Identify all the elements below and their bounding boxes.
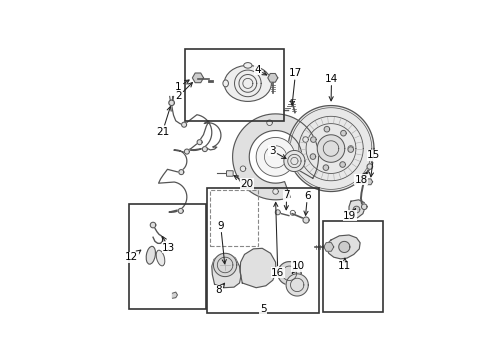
Polygon shape	[323, 165, 328, 170]
Polygon shape	[211, 254, 241, 288]
Polygon shape	[366, 164, 372, 169]
Polygon shape	[361, 204, 366, 210]
Bar	[322, 221, 382, 311]
Polygon shape	[256, 138, 294, 176]
Text: 20: 20	[233, 176, 253, 189]
Ellipse shape	[156, 250, 164, 266]
Text: 21: 21	[156, 107, 171, 137]
Bar	[206, 188, 319, 312]
Text: 18: 18	[354, 172, 367, 185]
Polygon shape	[179, 170, 183, 175]
Polygon shape	[172, 292, 177, 298]
Ellipse shape	[223, 80, 228, 87]
Text: 2: 2	[175, 82, 192, 102]
Text: 9: 9	[217, 221, 226, 264]
Polygon shape	[338, 242, 349, 252]
Text: 8: 8	[215, 283, 224, 296]
Text: 11: 11	[338, 258, 351, 271]
Polygon shape	[352, 206, 359, 213]
Polygon shape	[184, 149, 189, 154]
Polygon shape	[339, 162, 345, 167]
Text: 12: 12	[124, 250, 141, 262]
Text: 5: 5	[259, 304, 266, 314]
Polygon shape	[323, 243, 333, 251]
FancyBboxPatch shape	[226, 171, 233, 176]
Ellipse shape	[224, 66, 271, 102]
Bar	[185, 49, 284, 121]
Polygon shape	[197, 140, 202, 145]
Text: 19: 19	[343, 209, 356, 221]
Polygon shape	[310, 137, 316, 142]
Polygon shape	[302, 137, 308, 142]
Polygon shape	[181, 122, 186, 127]
Text: 16: 16	[271, 202, 284, 278]
Polygon shape	[324, 126, 329, 132]
Text: 1: 1	[175, 80, 189, 92]
Bar	[129, 204, 205, 309]
Polygon shape	[240, 248, 276, 288]
Polygon shape	[347, 147, 353, 152]
Polygon shape	[317, 135, 344, 162]
Polygon shape	[326, 235, 359, 259]
Polygon shape	[275, 210, 280, 215]
Polygon shape	[340, 130, 346, 136]
Text: 14: 14	[324, 74, 338, 101]
Polygon shape	[277, 262, 301, 285]
Polygon shape	[272, 189, 278, 194]
Polygon shape	[232, 114, 318, 200]
Polygon shape	[348, 200, 364, 218]
Polygon shape	[309, 154, 315, 159]
Text: 4: 4	[254, 64, 266, 75]
Polygon shape	[213, 253, 236, 276]
Text: 10: 10	[291, 261, 304, 273]
Polygon shape	[150, 222, 156, 228]
Polygon shape	[178, 208, 183, 213]
Text: 3: 3	[268, 146, 285, 158]
Ellipse shape	[243, 63, 251, 68]
Polygon shape	[202, 147, 207, 152]
Polygon shape	[168, 100, 174, 105]
Text: 13: 13	[162, 237, 175, 253]
Polygon shape	[267, 73, 277, 82]
Polygon shape	[303, 217, 308, 223]
Polygon shape	[285, 274, 307, 296]
Polygon shape	[192, 73, 203, 83]
Polygon shape	[240, 166, 245, 171]
Text: 15: 15	[366, 150, 380, 177]
Text: 7: 7	[283, 190, 289, 210]
Polygon shape	[365, 179, 372, 185]
Polygon shape	[347, 146, 353, 151]
Ellipse shape	[146, 246, 155, 264]
Polygon shape	[284, 150, 305, 172]
Text: 17: 17	[288, 68, 302, 105]
Text: 6: 6	[303, 191, 310, 215]
Polygon shape	[287, 105, 373, 192]
Bar	[209, 190, 257, 246]
Polygon shape	[266, 120, 272, 126]
